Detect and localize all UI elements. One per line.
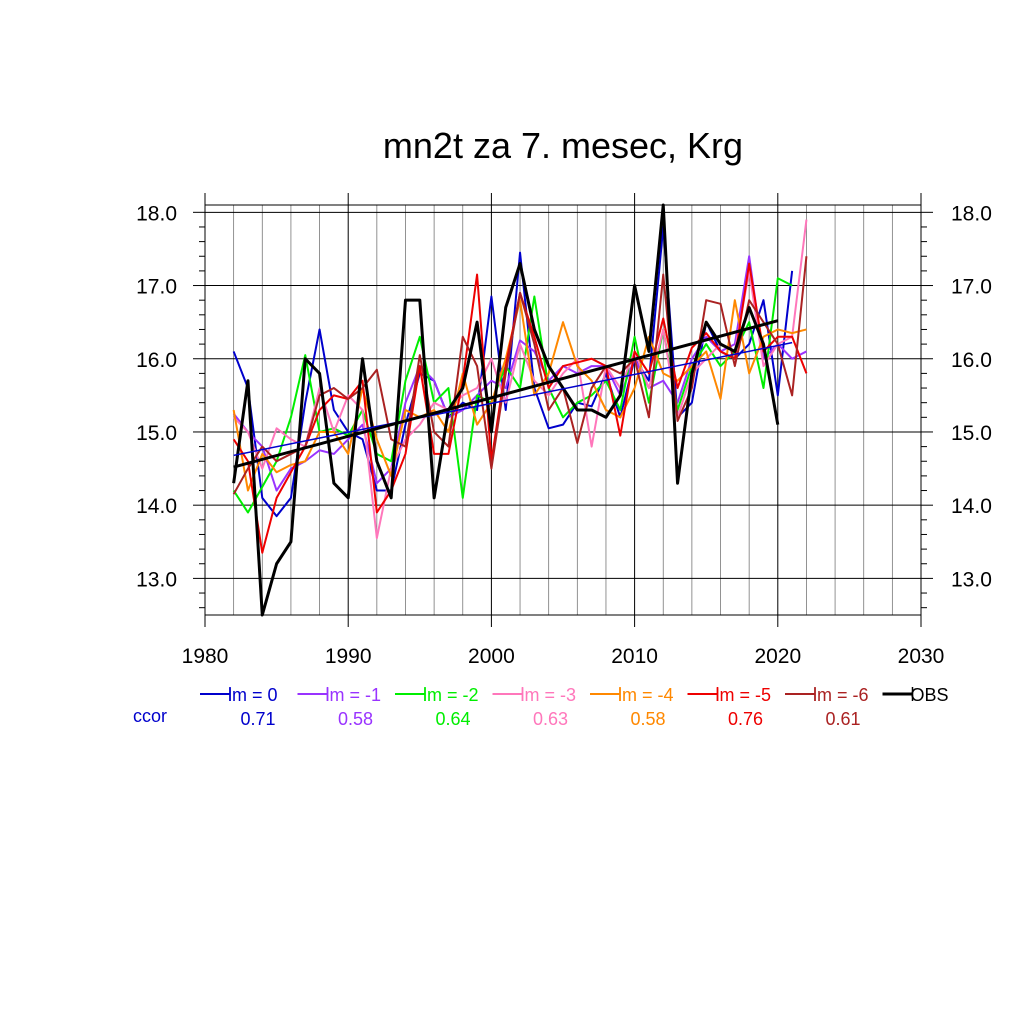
y-tick-label-right: 15.0: [951, 422, 992, 445]
legend-label-7: OBS: [911, 685, 949, 705]
trend-line-0: [233, 341, 793, 457]
series-line-4: [232, 299, 807, 492]
grid: [205, 204, 922, 615]
x-tick-label: 1990: [325, 645, 372, 668]
y-tick-label-right: 18.0: [951, 202, 992, 225]
y-tick-label-left: 18.0: [136, 202, 177, 225]
x-tick-label: 2010: [611, 645, 658, 668]
legend-label-4: lm = -4: [618, 685, 674, 705]
ticks: 1980 1990 2000 2010 2020 2030 13.0 13.0 14.0 14.0…: [136, 193, 992, 668]
legend-label-2: lm = -2: [423, 685, 479, 705]
x-tick-label: 2020: [754, 645, 801, 668]
legend-label-1: lm = -1: [326, 685, 382, 705]
y-tick-label-right: 13.0: [951, 568, 992, 591]
series-line-3: [232, 219, 808, 540]
legend-ccor-5: 0.76: [728, 709, 763, 729]
series-line-7: [232, 203, 780, 617]
x-tick-label: 1980: [182, 645, 229, 668]
legend-label-5: lm = -5: [716, 685, 772, 705]
y-tick-label-left: 17.0: [136, 276, 177, 299]
series-line-6: [232, 256, 808, 495]
trend-line-7: [233, 319, 779, 469]
legend-ccor-2: 0.64: [435, 709, 470, 729]
y-tick-label-left: 16.0: [136, 349, 177, 372]
plot-frame: [204, 204, 922, 616]
legend-ccor-6: 0.61: [825, 709, 860, 729]
trend-layer: [233, 319, 793, 469]
legend-ccor-0: 0.71: [240, 709, 275, 729]
x-tick-label: 2030: [898, 645, 945, 668]
legend-ccor-3: 0.63: [533, 709, 568, 729]
legend-ccor-1: 0.58: [338, 709, 373, 729]
legend-label-6: lm = -6: [813, 685, 869, 705]
y-tick-label-left: 13.0: [136, 568, 177, 591]
ccor-label: ccor: [133, 706, 167, 726]
legend: lm = 0 0.71 lm = -1 0.58 lm = -2 0.64 lm = -3 0…: [200, 685, 949, 729]
x-tick-label: 2000: [468, 645, 515, 668]
legend-ccor-4: 0.58: [630, 709, 665, 729]
legend-label-3: lm = -3: [521, 685, 577, 705]
y-tick-label-left: 14.0: [136, 495, 177, 518]
y-tick-label-left: 15.0: [136, 422, 177, 445]
y-tick-label-right: 16.0: [951, 349, 992, 372]
y-tick-label-right: 14.0: [951, 495, 992, 518]
legend-label-0: lm = 0: [228, 685, 278, 705]
y-tick-label-right: 17.0: [951, 276, 992, 299]
chart-title: mn2t za 7. mesec, Krg: [383, 125, 743, 166]
